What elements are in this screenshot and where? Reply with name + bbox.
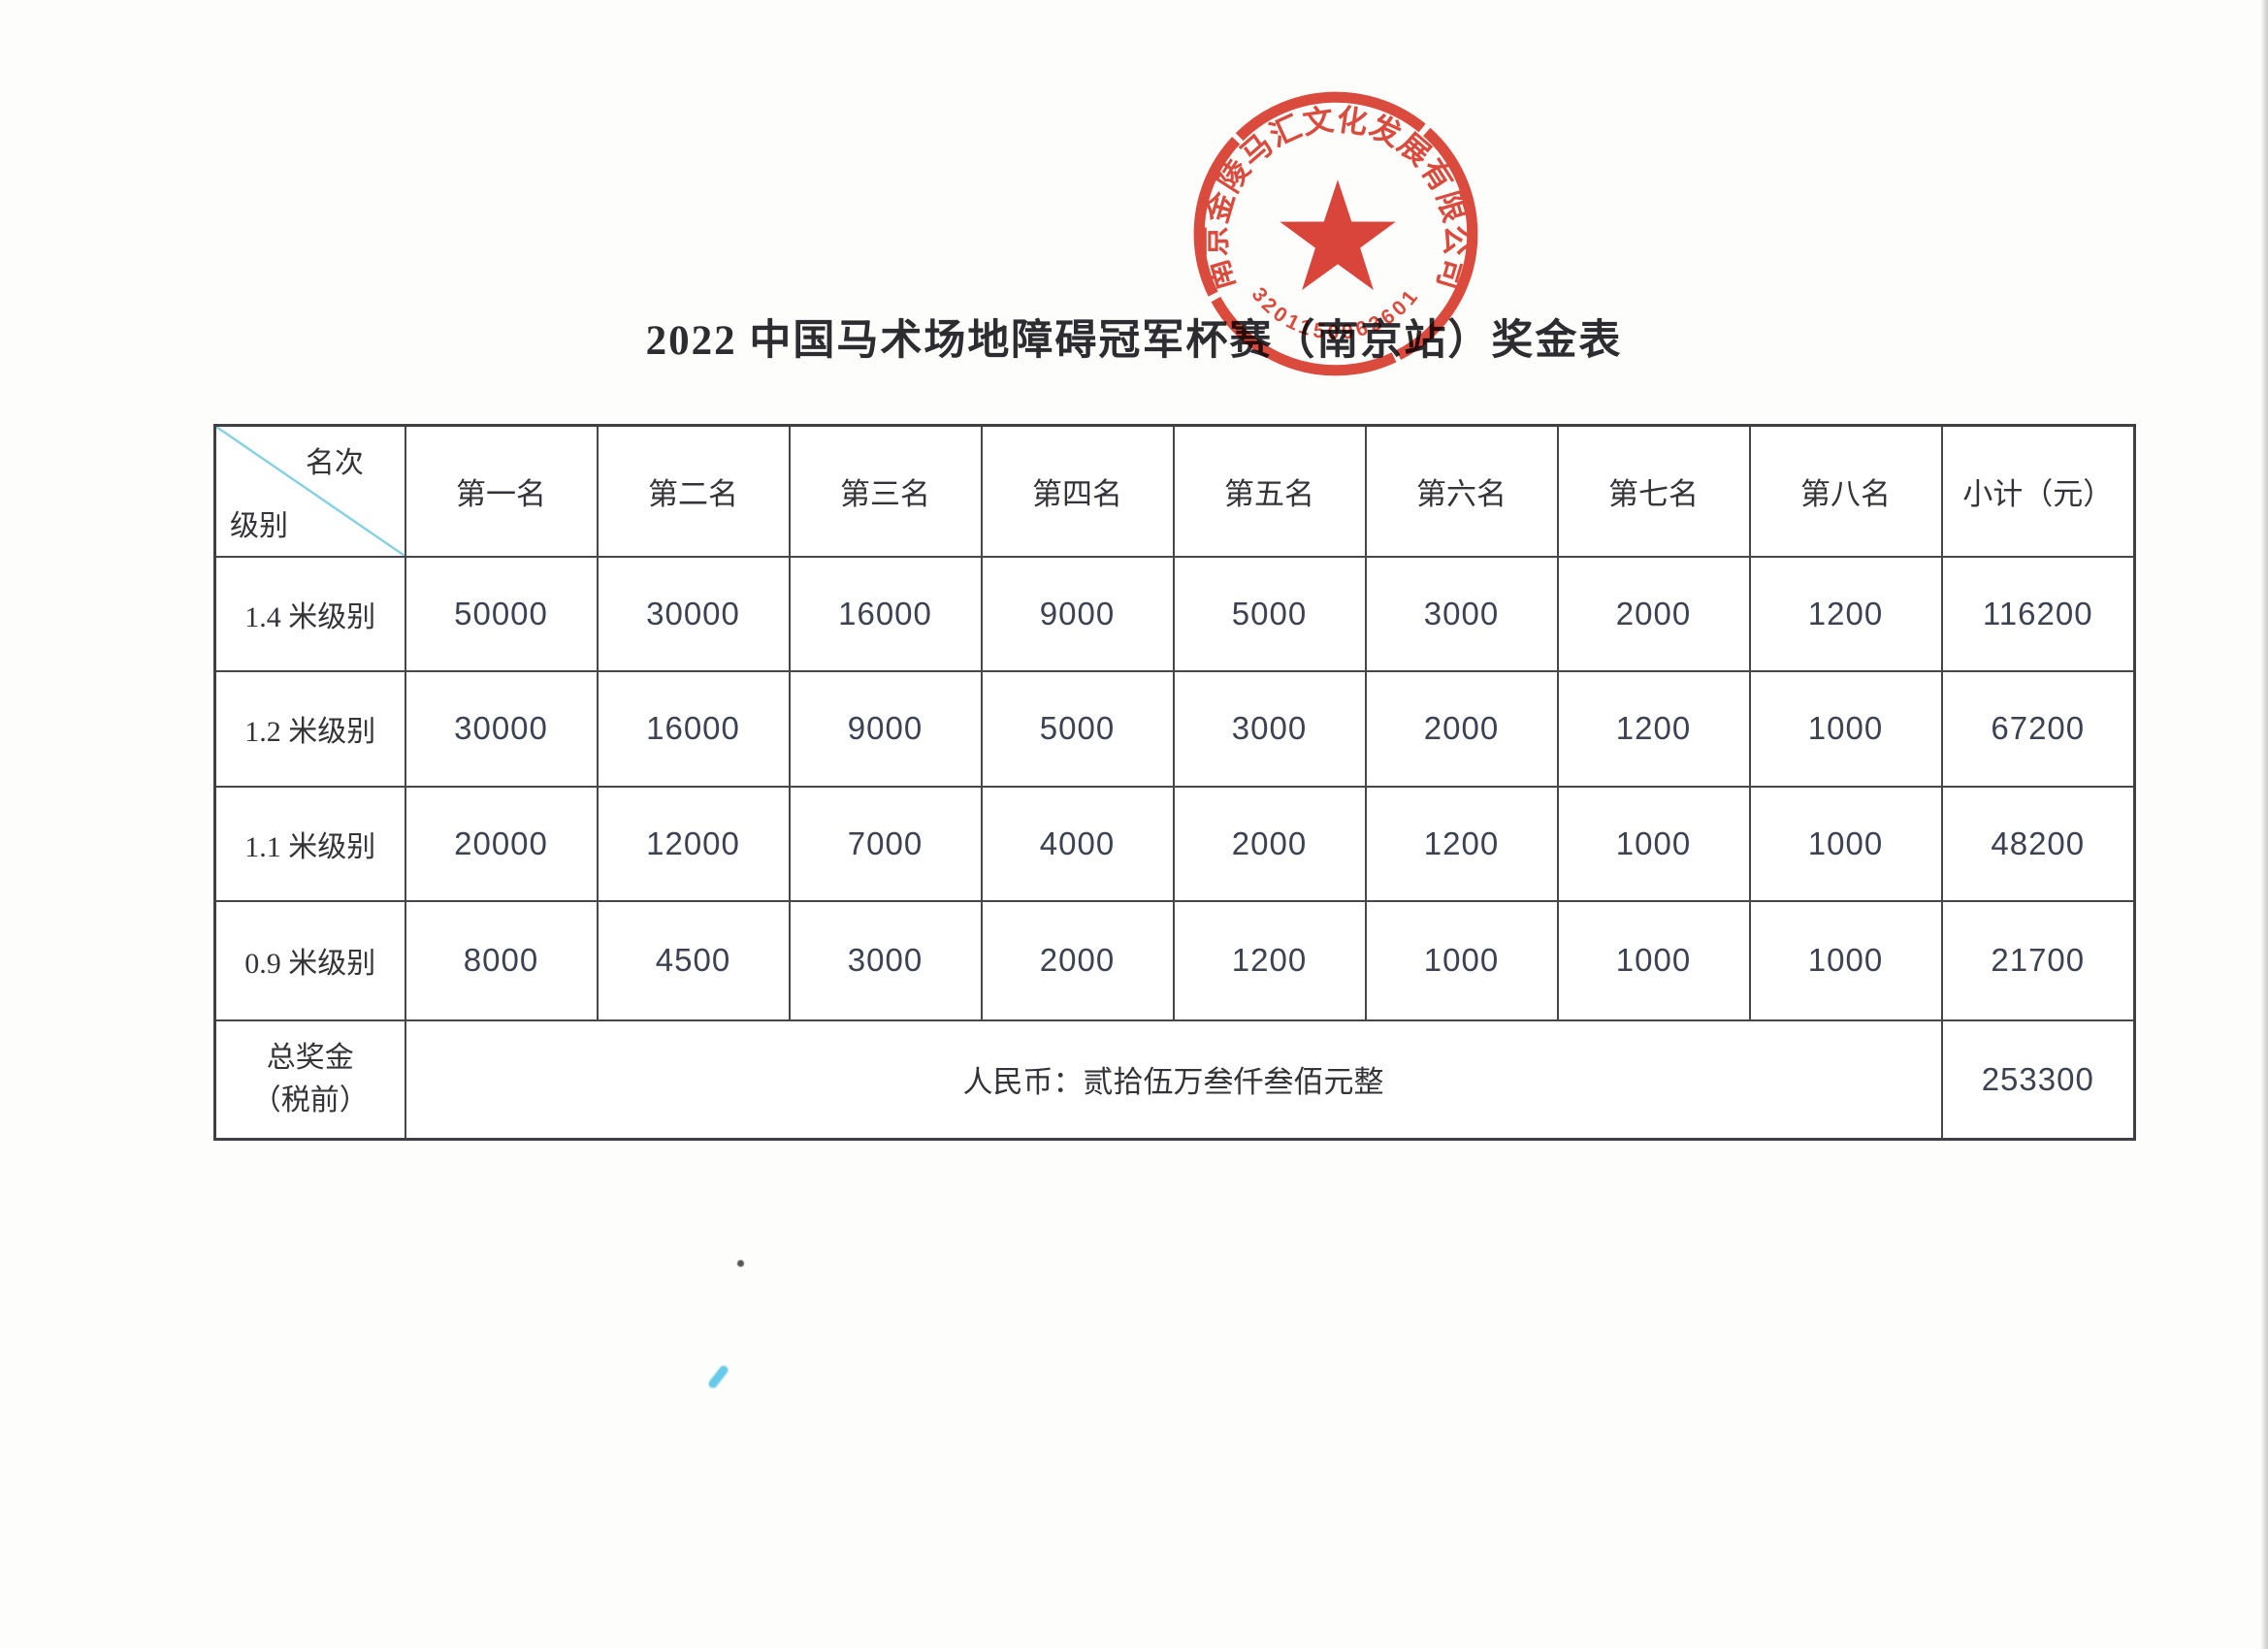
prize-table: 名次 级别 第一名 第二名 第三名 第四名 第五名 第六名 第七名 第八名 小计… (213, 424, 2136, 1141)
table-row-level-0-9: 0.9 米级别 8000 4500 3000 2000 1200 1000 10… (213, 899, 2136, 1021)
prize-cell: 1000 (1748, 785, 1943, 902)
header-subtotal: 小计（元） (1940, 424, 2136, 558)
table-row-level-1-1: 1.1 米级别 20000 12000 7000 4000 2000 1200 … (213, 785, 2136, 902)
seal-star-icon (1280, 179, 1396, 290)
prize-cell: 20000 (404, 785, 599, 902)
subtotal-cell: 21700 (1940, 899, 2136, 1021)
subtotal-cell: 67200 (1940, 669, 2136, 788)
prize-cell: 7000 (788, 785, 983, 902)
prize-cell: 1000 (1748, 899, 1943, 1021)
total-amount-in-words: 人民币：贰拾伍万叁仟叁佰元整 (404, 1018, 1943, 1141)
header-place-3: 第三名 (788, 424, 983, 558)
prize-cell: 1000 (1556, 785, 1751, 902)
table-header-row: 名次 级别 第一名 第二名 第三名 第四名 第五名 第六名 第七名 第八名 小计… (213, 424, 2136, 558)
header-place-8: 第八名 (1748, 424, 1943, 558)
row-label: 1.1 米级别 (213, 785, 406, 902)
header-place-2: 第二名 (596, 424, 791, 558)
seal-ring (1193, 91, 1478, 376)
row-label: 1.4 米级别 (213, 555, 406, 672)
prize-cell: 1000 (1364, 899, 1559, 1021)
header-place-6: 第六名 (1364, 424, 1559, 558)
row-label: 0.9 米级别 (213, 899, 406, 1021)
subtotal-cell: 116200 (1940, 555, 2136, 672)
prize-cell: 3000 (788, 899, 983, 1021)
prize-cell: 1200 (1172, 899, 1367, 1021)
prize-cell: 30000 (596, 555, 791, 672)
prize-cell: 3000 (1172, 669, 1367, 788)
prize-cell: 1000 (1556, 899, 1751, 1021)
table-row-level-1-4: 1.4 米级别 50000 30000 16000 9000 5000 3000… (213, 555, 2136, 672)
corner-label-rank: 名次 (305, 447, 364, 479)
prize-cell: 16000 (788, 555, 983, 672)
header-place-7: 第七名 (1556, 424, 1751, 558)
scan-speck-cyan (706, 1364, 730, 1390)
prize-cell: 8000 (404, 899, 599, 1021)
diagonal-divider-line (216, 427, 404, 555)
prize-cell: 9000 (788, 669, 983, 788)
scan-edge-shadow (2260, 0, 2268, 1649)
prize-cell: 2000 (980, 899, 1175, 1021)
prize-cell: 9000 (980, 555, 1175, 672)
prize-cell: 3000 (1364, 555, 1559, 672)
table-total-row: 总奖金 （税前） 人民币：贰拾伍万叁仟叁佰元整 253300 (213, 1018, 2136, 1141)
prize-cell: 2000 (1364, 669, 1559, 788)
seal-serial-text: 3201150963601 (1247, 283, 1421, 344)
prize-cell: 1200 (1748, 555, 1943, 672)
header-place-1: 第一名 (404, 424, 599, 558)
row-label: 1.2 米级别 (213, 669, 406, 788)
total-subtotal-cell: 253300 (1940, 1018, 2136, 1141)
prize-cell: 2000 (1172, 785, 1367, 902)
company-seal: 南京金陵马汇文化发展有限公司 3201150963601 (1193, 91, 1478, 376)
svg-text:3201150963601: 3201150963601 (1247, 283, 1425, 344)
prize-cell: 5000 (980, 669, 1175, 788)
corner-header-cell: 名次 级别 (213, 424, 406, 558)
prize-cell: 1200 (1364, 785, 1559, 902)
header-place-4: 第四名 (980, 424, 1175, 558)
prize-cell: 16000 (596, 669, 791, 788)
total-label-line2: （税前） (251, 1083, 369, 1116)
subtotal-cell: 48200 (1940, 785, 2136, 902)
prize-cell: 12000 (596, 785, 791, 902)
prize-cell: 50000 (404, 555, 599, 672)
page-title: 2022 中国马术场地障碍冠军杯赛（南京站）奖金表 (645, 318, 1623, 364)
scan-speck-dot (737, 1260, 744, 1267)
corner-label-level: 级别 (230, 509, 288, 542)
header-place-5: 第五名 (1172, 424, 1367, 558)
prize-cell: 1000 (1748, 669, 1943, 788)
total-row-label: 总奖金 （税前） (213, 1018, 406, 1141)
total-label-line1: 总奖金 (266, 1042, 354, 1075)
prize-cell: 2000 (1556, 555, 1751, 672)
prize-cell: 1200 (1556, 669, 1751, 788)
prize-cell: 4500 (596, 899, 791, 1021)
prize-cell: 4000 (980, 785, 1175, 902)
prize-cell: 5000 (1172, 555, 1367, 672)
prize-cell: 30000 (404, 669, 599, 788)
table-row-level-1-2: 1.2 米级别 30000 16000 9000 5000 3000 2000 … (213, 669, 2136, 788)
